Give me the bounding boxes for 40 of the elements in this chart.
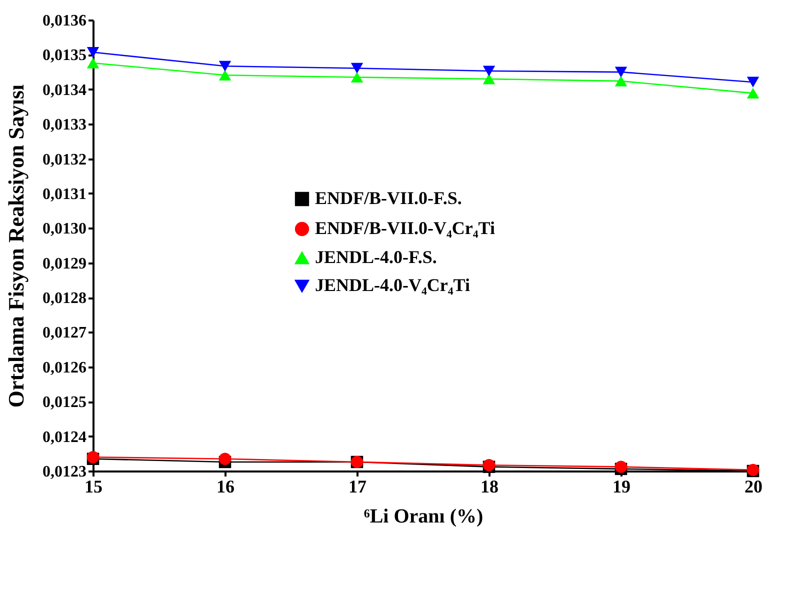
- y-tick-label: 0,0133: [42, 116, 86, 134]
- y-tick-label: 0,0136: [42, 12, 86, 30]
- y-tick-label: 0,0135: [42, 47, 86, 64]
- point: [218, 70, 232, 80]
- x-tick-label: 19: [612, 476, 630, 496]
- legend-label: ENDF/B-VII.0-F.S.: [315, 188, 462, 208]
- y-tick-label: 0,0127: [42, 324, 86, 342]
- y-axis-title: Ortalama Fisyon Reaksiyon Sayısı: [4, 84, 28, 408]
- legend-label: JENDL-4.0-F.S.: [315, 247, 437, 267]
- legend-label: ENDF/B-VII.0-V₄Cr₄Ti: [315, 218, 495, 238]
- y-tick-label: 0,0129: [42, 255, 86, 272]
- y-tick-label: 0,0124: [42, 428, 86, 446]
- point: [482, 66, 496, 76]
- y-tick-label: 0,0132: [42, 151, 86, 168]
- point: [350, 62, 364, 74]
- y-tick-label: 0,0125: [42, 394, 86, 412]
- x-tick-label: 18: [480, 476, 498, 496]
- point: [218, 452, 232, 465]
- point: [614, 76, 628, 86]
- y-tick-label: 0,0131: [42, 186, 86, 203]
- y-tick-label: 0,0123: [42, 464, 86, 480]
- legend-label: JENDL-4.0-V₄Cr₄Ti: [315, 275, 470, 295]
- point: [614, 66, 628, 78]
- point: [746, 76, 760, 88]
- x-axis-title: ⁶Li Oranı (%): [364, 506, 484, 528]
- y-tick-label: 0,0134: [42, 82, 86, 99]
- x-tick-label: 17: [348, 476, 366, 496]
- y-tick-label: 0,0128: [42, 290, 86, 308]
- point: [86, 58, 100, 68]
- y-tick-label: 0,0126: [42, 359, 86, 376]
- point: [482, 74, 496, 84]
- point: [350, 72, 364, 83]
- x-tick-label: 15: [84, 476, 102, 496]
- point: [218, 60, 232, 72]
- point: [614, 460, 628, 473]
- point: [746, 88, 760, 99]
- x-tick-label: 20: [744, 476, 762, 496]
- y-tick-label: 0,0130: [42, 220, 86, 238]
- point: [86, 46, 100, 58]
- x-tick-label: 16: [216, 476, 234, 496]
